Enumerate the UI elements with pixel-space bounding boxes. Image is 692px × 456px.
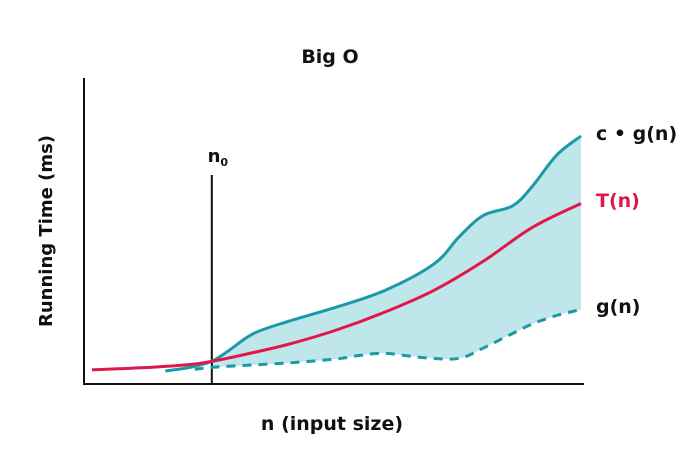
series-layer: [91, 134, 582, 373]
n0-label: n0: [208, 146, 229, 169]
series-label-c-g-n: c • g(n): [596, 123, 677, 145]
series-label-t-n: T(n): [596, 190, 640, 212]
y-axis-label: Running Time (ms): [36, 135, 57, 327]
series-label-layer: c • g(n) T(n) g(n): [596, 123, 677, 318]
x-axis-label: n (input size): [261, 413, 403, 435]
chart-title: Big O: [301, 46, 358, 68]
n0-label-base: n: [208, 146, 221, 167]
shaded-region: [211, 136, 582, 384]
series-line-g-n: [194, 308, 582, 371]
series-line-c-g-n: [165, 134, 582, 373]
n0-label-subscript: 0: [220, 156, 228, 169]
series-label-g-n: g(n): [596, 296, 641, 318]
series-line-t-n: [91, 202, 582, 372]
